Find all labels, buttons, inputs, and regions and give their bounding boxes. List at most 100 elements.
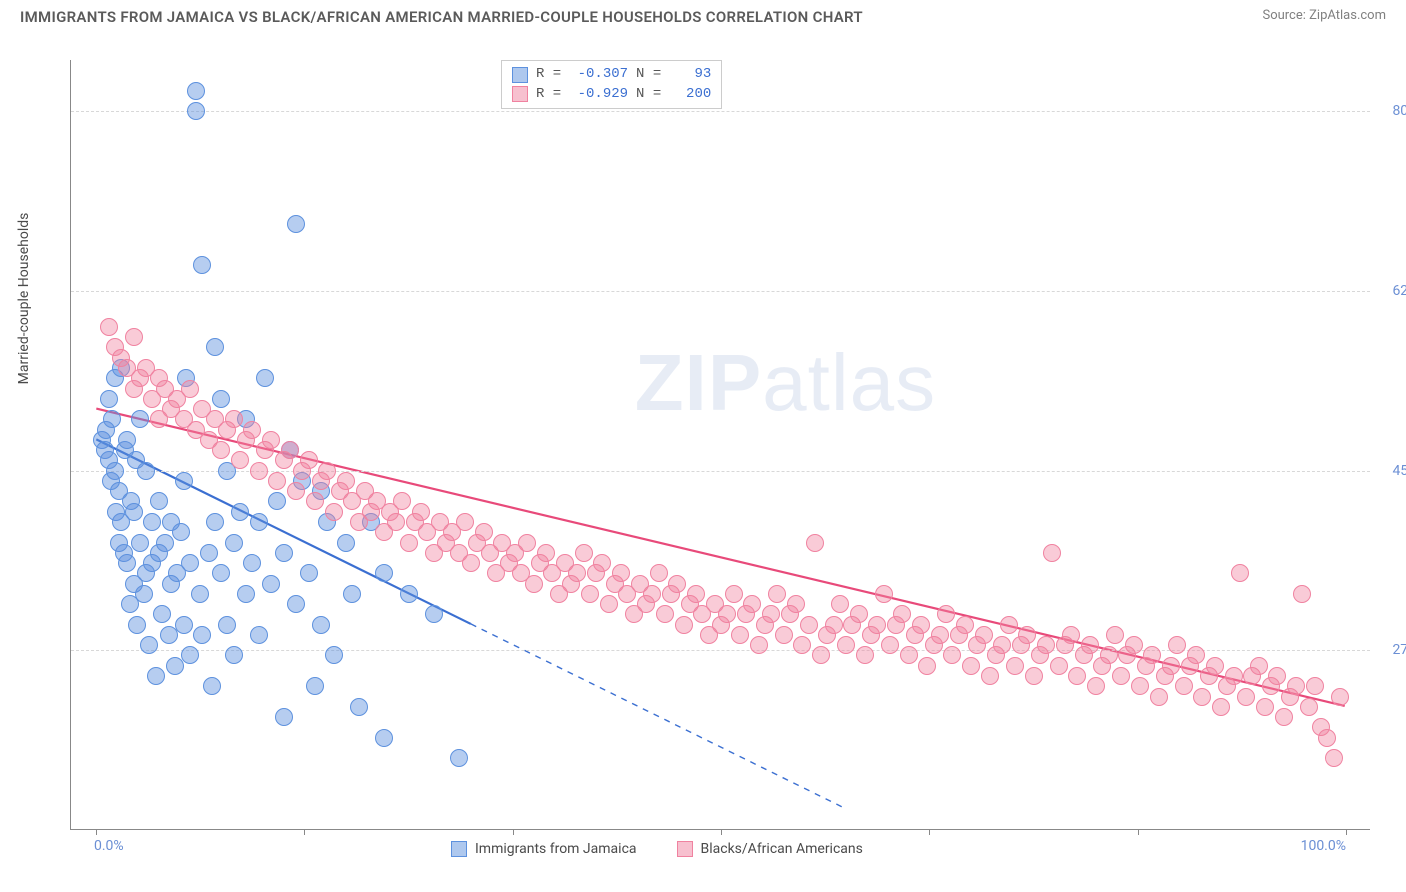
scatter-point	[718, 605, 736, 623]
scatter-point	[1268, 667, 1286, 685]
scatter-point	[643, 585, 661, 603]
watermark-bold: ZIP	[635, 338, 762, 427]
scatter-point	[850, 605, 868, 623]
y-tick-label: 27.5%	[1375, 642, 1406, 658]
scatter-point	[1100, 646, 1118, 664]
scatter-point	[456, 513, 474, 531]
x-tick-label: 100.0%	[1301, 838, 1346, 854]
scatter-point	[300, 564, 318, 582]
scatter-point	[206, 513, 224, 531]
scatter-point	[275, 708, 293, 726]
scatter-point	[731, 626, 749, 644]
scatter-point	[375, 564, 393, 582]
scatter-point	[156, 534, 174, 552]
scatter-point	[262, 575, 280, 593]
scatter-point	[193, 626, 211, 644]
x-tick	[513, 829, 514, 835]
scatter-point	[175, 616, 193, 634]
scatter-point	[450, 749, 468, 767]
scatter-point	[200, 544, 218, 562]
scatter-point	[137, 462, 155, 480]
scatter-point	[918, 657, 936, 675]
source-value: ZipAtlas.com	[1309, 8, 1386, 23]
stat-n-label: N =	[636, 65, 670, 85]
scatter-point	[568, 564, 586, 582]
scatter-point	[281, 441, 299, 459]
x-tick	[96, 829, 97, 835]
scatter-point	[1006, 657, 1024, 675]
bottom-legend: Immigrants from Jamaica Blacks/African Am…	[451, 841, 863, 857]
scatter-point	[806, 534, 824, 552]
scatter-point	[981, 667, 999, 685]
scatter-point	[191, 585, 209, 603]
scatter-point	[812, 646, 830, 664]
scatter-point	[931, 626, 949, 644]
scatter-point	[1231, 564, 1249, 582]
scatter-point	[175, 472, 193, 490]
scatter-point	[800, 616, 818, 634]
scatter-point	[118, 431, 136, 449]
scatter-point	[1106, 626, 1124, 644]
scatter-point	[893, 605, 911, 623]
plot-area: ZIPatlas R = -0.307 N = 93R = -0.929 N =…	[70, 60, 1370, 830]
scatter-point	[943, 646, 961, 664]
scatter-point	[1081, 636, 1099, 654]
scatter-point	[225, 534, 243, 552]
stat-r-label: R =	[536, 65, 570, 85]
scatter-point	[1306, 677, 1324, 695]
legend-stats-box: R = -0.307 N = 93R = -0.929 N = 200	[501, 60, 722, 109]
scatter-point	[312, 616, 330, 634]
scatter-point	[100, 318, 118, 336]
y-axis-title: Married-couple Households	[16, 213, 32, 385]
scatter-point	[187, 102, 205, 120]
scatter-point	[306, 492, 324, 510]
scatter-point	[140, 636, 158, 654]
scatter-point	[1275, 708, 1293, 726]
scatter-point	[1318, 729, 1336, 747]
scatter-point	[775, 626, 793, 644]
stat-n-value: 93	[678, 65, 712, 85]
legend-label: Immigrants from Jamaica	[475, 841, 637, 857]
scatter-point	[103, 410, 121, 428]
scatter-point	[762, 605, 780, 623]
scatter-point	[1250, 657, 1268, 675]
scatter-point	[1025, 667, 1043, 685]
scatter-point	[593, 554, 611, 572]
stat-r-label: R =	[536, 85, 570, 105]
scatter-point	[856, 646, 874, 664]
scatter-point	[225, 410, 243, 428]
scatter-point	[581, 585, 599, 603]
scatter-point	[462, 554, 480, 572]
scatter-point	[1256, 698, 1274, 716]
source-attribution: Source: ZipAtlas.com	[1262, 8, 1386, 23]
scatter-point	[337, 472, 355, 490]
scatter-point	[287, 482, 305, 500]
scatter-point	[256, 369, 274, 387]
scatter-point	[1150, 688, 1168, 706]
scatter-point	[118, 554, 136, 572]
scatter-point	[393, 492, 411, 510]
scatter-point	[262, 431, 280, 449]
scatter-point	[1087, 677, 1105, 695]
scatter-point	[1043, 544, 1061, 562]
scatter-point	[1293, 585, 1311, 603]
legend-label: Blacks/African Americans	[701, 841, 863, 857]
scatter-point	[243, 421, 261, 439]
chart-title: IMMIGRANTS FROM JAMAICA VS BLACK/AFRICAN…	[20, 8, 863, 26]
scatter-point	[1287, 677, 1305, 695]
scatter-point	[831, 595, 849, 613]
scatter-point	[743, 595, 761, 613]
scatter-point	[212, 564, 230, 582]
scatter-point	[868, 616, 886, 634]
scatter-point	[1068, 667, 1086, 685]
scatter-point	[212, 390, 230, 408]
scatter-point	[1018, 626, 1036, 644]
scatter-point	[1212, 698, 1230, 716]
legend-stats-row: R = -0.307 N = 93	[512, 65, 711, 85]
scatter-point	[412, 503, 430, 521]
y-tick-label: 80.0%	[1375, 103, 1406, 119]
scatter-point	[975, 626, 993, 644]
scatter-point	[1000, 616, 1018, 634]
scatter-point	[153, 605, 171, 623]
scatter-point	[181, 554, 199, 572]
